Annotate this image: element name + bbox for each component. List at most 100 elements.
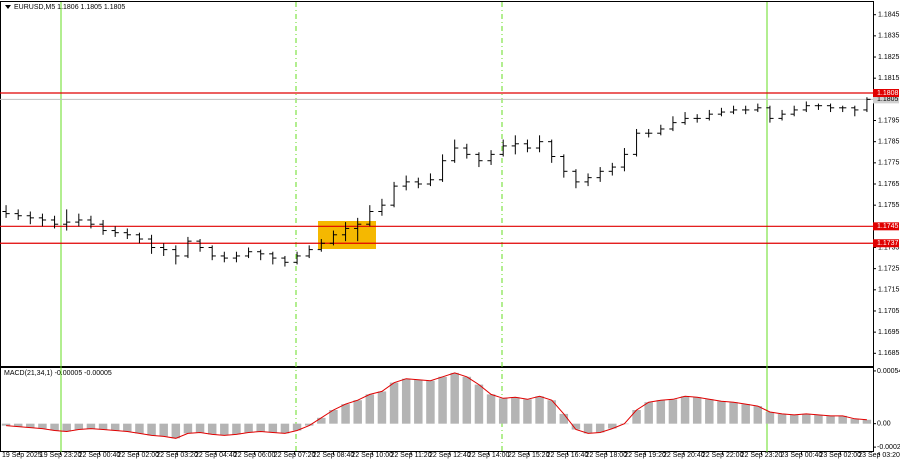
macd-bar bbox=[147, 423, 156, 436]
macd-bar bbox=[341, 404, 350, 424]
macd-signal-line bbox=[6, 372, 867, 439]
macd-bar bbox=[486, 394, 496, 424]
macd-bar bbox=[377, 391, 387, 424]
signal-box bbox=[318, 221, 376, 249]
macd-bar bbox=[232, 423, 241, 435]
y-tick-label: 1.1825 bbox=[878, 54, 900, 61]
macd-bar bbox=[292, 423, 302, 431]
x-tick-label: 22 Sep 14:00 bbox=[468, 452, 510, 459]
level-label: 1.1745 bbox=[877, 223, 899, 230]
x-tick-label: 22 Sep 11:20 bbox=[390, 452, 431, 459]
macd-bar bbox=[317, 417, 326, 424]
macd-bar bbox=[98, 423, 108, 430]
current-price-box bbox=[873, 95, 899, 104]
macd-bar bbox=[571, 423, 581, 430]
current-price-label: 1.1805 bbox=[877, 96, 899, 103]
macd-bar bbox=[498, 398, 508, 424]
macd-bar bbox=[256, 423, 265, 432]
macd-bar bbox=[414, 379, 423, 424]
x-tick-label: 22 Sep 06:00 bbox=[234, 452, 276, 459]
y-tick-label: 1.1705 bbox=[878, 308, 900, 315]
macd-bar bbox=[171, 423, 181, 439]
x-tick-label: 22 Sep 18:00 bbox=[585, 452, 627, 459]
macd-bar bbox=[450, 372, 459, 424]
macd-bar bbox=[741, 404, 750, 424]
x-tick-label: 22 Sep 04:40 bbox=[195, 452, 237, 459]
x-tick-label: 22 Sep 00:40 bbox=[79, 452, 121, 459]
x-tick-label: 22 Sep 16:40 bbox=[547, 452, 589, 459]
macd-bar bbox=[523, 399, 532, 424]
y-tick-label: 1.1845 bbox=[878, 12, 900, 19]
macd-bar bbox=[668, 399, 678, 424]
x-tick-label: 22 Sep 19:20 bbox=[624, 452, 666, 459]
y-tick-label: 1.1715 bbox=[878, 287, 900, 294]
macd-bar bbox=[329, 410, 338, 424]
macd-bar bbox=[608, 423, 617, 429]
macd-bar bbox=[438, 376, 447, 424]
y-tick-label: 0.00054 bbox=[877, 368, 900, 375]
y-tick-label: 1.1815 bbox=[878, 75, 900, 82]
macd-bar bbox=[595, 423, 605, 433]
dropdown-icon bbox=[5, 5, 11, 9]
macd-bar bbox=[207, 423, 217, 435]
macd-bar bbox=[789, 414, 799, 424]
macd-bar bbox=[559, 413, 569, 424]
macd-bar bbox=[547, 400, 556, 424]
macd-bar bbox=[826, 415, 835, 424]
macd-bar bbox=[304, 423, 314, 426]
macd-bar bbox=[183, 423, 193, 434]
macd-bar bbox=[123, 423, 132, 432]
macd-bar bbox=[680, 396, 690, 424]
level-label: 1.1808 bbox=[877, 90, 899, 97]
macd-bar bbox=[644, 402, 653, 424]
macd-bar bbox=[632, 410, 641, 424]
macd-bar bbox=[717, 401, 726, 424]
macd-bar bbox=[656, 400, 666, 424]
macd-title: MACD(21,34,1) -0.00005 -0.00005 bbox=[4, 370, 112, 377]
macd-bar bbox=[353, 400, 362, 424]
macd-bar bbox=[365, 394, 375, 424]
x-tick-label: 22 Sep 02:00 bbox=[117, 452, 159, 459]
macd-bar bbox=[462, 376, 472, 424]
macd-bar bbox=[753, 406, 763, 424]
level-box bbox=[873, 89, 899, 97]
macd-bar bbox=[850, 418, 860, 424]
macd-bar bbox=[26, 423, 35, 428]
macd-bar bbox=[535, 396, 544, 424]
level-box bbox=[873, 222, 899, 231]
macd-bar bbox=[777, 413, 787, 424]
level-label: 1.1737 bbox=[877, 240, 899, 247]
x-tick-label: 22 Sep 15:20 bbox=[508, 452, 550, 459]
y-tick-label: 1.1725 bbox=[878, 265, 900, 272]
x-tick-label: 22 Sep 12:40 bbox=[429, 452, 471, 459]
macd-bar bbox=[244, 423, 253, 433]
macd-bar bbox=[74, 423, 84, 430]
y-tick-label: 1.1835 bbox=[878, 33, 900, 40]
macd-bar bbox=[268, 423, 278, 433]
y-tick-label: 1.1695 bbox=[878, 329, 900, 336]
x-tick-label: 23 Sep 02:00 bbox=[819, 452, 861, 459]
y-tick-label: 0.00 bbox=[877, 421, 891, 428]
macd-bar bbox=[765, 411, 775, 424]
level-box bbox=[873, 239, 899, 248]
y-tick-label: -0.00024 bbox=[877, 444, 900, 451]
x-tick-label: 22 Sep 03:20 bbox=[156, 452, 198, 459]
x-tick-label: 19 Sep 23:20 bbox=[40, 452, 82, 459]
macd-bar bbox=[729, 402, 738, 424]
macd-bar bbox=[692, 397, 702, 424]
y-tick-label: 1.1765 bbox=[878, 181, 900, 188]
x-tick-label: 22 Sep 10:00 bbox=[351, 452, 393, 459]
macd-panel bbox=[0, 367, 874, 452]
macd-bar bbox=[705, 399, 714, 424]
macd-bar bbox=[838, 415, 847, 424]
y-tick-label: 1.1685 bbox=[878, 350, 900, 357]
x-tick-label: 22 Sep 23:20 bbox=[741, 452, 783, 459]
macd-bar bbox=[135, 423, 144, 434]
macd-bar bbox=[220, 423, 229, 436]
macd-bar bbox=[62, 423, 71, 432]
y-tick-label: 1.1785 bbox=[878, 139, 900, 146]
y-tick-label: 1.1735 bbox=[878, 244, 900, 251]
y-tick-label: 1.1795 bbox=[878, 117, 900, 124]
